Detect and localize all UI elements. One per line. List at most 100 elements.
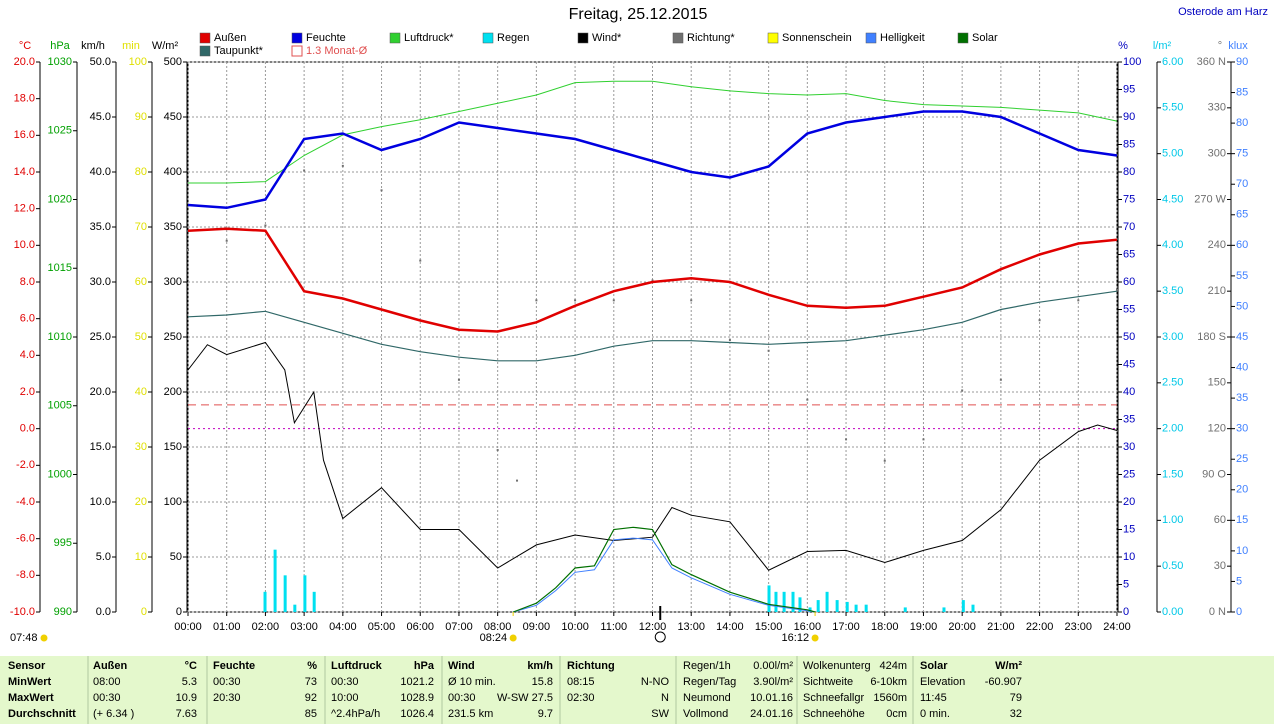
legend-swatch	[482, 32, 494, 44]
dot	[303, 169, 306, 172]
y-tick-label: 250	[164, 331, 182, 343]
table-cell: 6-10km	[870, 676, 907, 688]
axis-unit: °C	[19, 40, 31, 52]
table-cell: Richtung	[567, 660, 615, 672]
y-tick-label: 10	[1123, 551, 1135, 563]
y-tick-label: 60	[135, 276, 147, 288]
legend-swatch	[672, 32, 684, 44]
x-tick-label: 05:00	[368, 621, 396, 633]
table-cell: 1560m	[873, 692, 907, 704]
table-cell: Regen/Tag	[683, 676, 736, 688]
x-tick-label: 04:00	[329, 621, 357, 633]
y-tick-label: 150	[164, 441, 182, 453]
x-tick-label: 15:00	[755, 621, 783, 633]
bar	[854, 604, 858, 612]
table-cell: 1028.9	[400, 692, 434, 704]
y-tick-label: 4.50	[1162, 193, 1183, 205]
y-tick-label: 0	[1236, 606, 1242, 618]
table-cell: Neumond	[683, 692, 731, 704]
table-cell: hPa	[414, 660, 435, 672]
table-cell: 92	[305, 692, 317, 704]
sun-label: 16:12	[782, 632, 810, 644]
y-tick-label: 25	[1123, 468, 1135, 480]
y-tick-label: 40	[1123, 386, 1135, 398]
y-tick-label: -10.0	[10, 606, 35, 618]
y-tick-label: 10.0	[90, 496, 111, 508]
table-cell: 10:00	[331, 692, 359, 704]
axis-unit: min	[122, 40, 140, 52]
table-cell: 424m	[879, 660, 907, 672]
y-tick-label: 360 N	[1197, 56, 1226, 68]
y-tick-label: 90	[135, 111, 147, 123]
y-tick-label: 45.0	[90, 111, 111, 123]
table-background	[0, 656, 1274, 724]
x-tick-label: 06:00	[406, 621, 434, 633]
y-tick-label: 100	[129, 56, 147, 68]
y-tick-label: 35	[1236, 392, 1248, 404]
table-cell: 0cm	[886, 708, 907, 720]
y-tick-label: 2.00	[1162, 423, 1183, 435]
y-tick-label: 75	[1236, 148, 1248, 160]
table-cell: MaxWert	[8, 692, 54, 704]
table-cell: -60.907	[985, 676, 1022, 688]
y-tick-label: -2.0	[16, 459, 35, 471]
x-tick-label: 19:00	[910, 621, 938, 633]
y-tick-label: 20	[1236, 484, 1248, 496]
dot	[264, 224, 267, 227]
dot	[457, 378, 460, 381]
y-tick-label: 14.0	[14, 166, 35, 178]
bar	[782, 591, 786, 612]
legend-swatch	[291, 32, 303, 44]
y-tick-label: 1010	[48, 331, 72, 343]
y-tick-label: 35	[1123, 413, 1135, 425]
dot	[922, 438, 925, 441]
table-cell: Schneehöhe	[803, 708, 865, 720]
y-tick-label: 45	[1236, 331, 1248, 343]
stats-table: Sensor Außen °C Feuchte% Luftdruck hPa Wind km/…	[8, 660, 1022, 720]
y-tick-label: 60	[1214, 514, 1226, 526]
table-cell: Vollmond	[683, 708, 728, 720]
bar	[864, 604, 868, 612]
dot	[612, 299, 615, 302]
table-cell: W-SW 27.5	[497, 692, 553, 704]
y-tick-label: 1.50	[1162, 468, 1183, 480]
y-tick-label: 40	[1236, 361, 1248, 373]
table-cell: Solar	[920, 660, 948, 672]
legend-swatch	[291, 45, 303, 57]
table-cell: Durchschnitt	[8, 708, 76, 720]
table-cell: 1021.2	[400, 676, 434, 688]
y-tick-label: 70	[1236, 178, 1248, 190]
y-tick-label: 25	[1236, 453, 1248, 465]
table-cell: 00:30	[213, 676, 241, 688]
sunrise-label: 07:48	[10, 632, 38, 644]
y-tick-label: 2.50	[1162, 377, 1183, 389]
bar	[825, 591, 829, 612]
x-tick-label: 03:00	[290, 621, 318, 633]
y-tick-label: 65	[1123, 248, 1135, 260]
dot	[845, 438, 848, 441]
bar	[903, 607, 907, 612]
x-tick-label: 12:00	[639, 621, 667, 633]
legend-label: Richtung*	[687, 32, 735, 44]
x-tick-label: 11:00	[600, 621, 627, 633]
table-cell: 0 min.	[920, 708, 950, 720]
y-tick-label: 10.0	[14, 239, 35, 251]
dot	[516, 479, 519, 482]
y-tick-label: 8.0	[20, 276, 35, 288]
legend-label: Helligkeit	[880, 32, 925, 44]
y-tick-label: 70	[135, 221, 147, 233]
table-cell: Wolkenunterg	[803, 660, 871, 672]
legend-label: Feuchte	[306, 32, 346, 44]
y-tick-label: 995	[54, 537, 72, 549]
bar	[791, 591, 795, 612]
table-cell: N-NO	[641, 676, 670, 688]
dot	[380, 189, 383, 192]
y-tick-label: 15.0	[90, 441, 111, 453]
y-tick-label: 1030	[48, 56, 72, 68]
y-tick-label: 35.0	[90, 221, 111, 233]
y-tick-label: 4.00	[1162, 239, 1183, 251]
y-tick-label: 60	[1236, 239, 1248, 251]
y-tick-label: 20	[1123, 496, 1135, 508]
